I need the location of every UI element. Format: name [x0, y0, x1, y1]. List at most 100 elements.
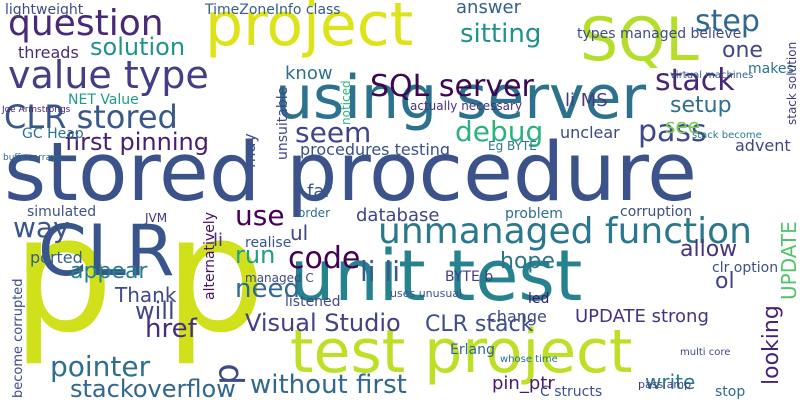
word: clr option: [712, 260, 778, 276]
word: CLR stack: [425, 312, 534, 337]
word: ul: [290, 221, 308, 245]
word: C structs: [540, 384, 602, 400]
word: become corrupted: [11, 278, 26, 398]
word: alternatively: [202, 212, 218, 300]
word: use: [235, 199, 285, 232]
word: step: [695, 4, 760, 39]
word: first pinning: [65, 128, 209, 156]
word: li li: [360, 255, 400, 288]
word: change: [488, 307, 547, 326]
word: Visual Studio: [245, 309, 401, 337]
word: CLR stored: [4, 98, 178, 136]
word: CLR: [38, 210, 175, 292]
word: actually necessary: [410, 99, 522, 113]
word: pass amp: [638, 378, 691, 391]
word: listened: [285, 294, 341, 310]
word: corruption: [620, 204, 692, 220]
word: pointer: [50, 350, 151, 383]
word: way: [13, 211, 70, 244]
word: NET Value: [68, 92, 139, 108]
word: noticed: [339, 80, 353, 125]
word: project: [205, 0, 413, 60]
word: using server: [275, 63, 646, 133]
word: pin_ptr: [492, 373, 555, 394]
word: problem: [505, 206, 563, 222]
word: value type: [8, 53, 209, 97]
word: li MS: [565, 90, 608, 111]
word: Thank: [114, 283, 177, 307]
word: pass: [638, 114, 707, 149]
word: ol: [715, 269, 735, 294]
word: sitting: [460, 19, 541, 49]
word: allow: [680, 237, 737, 262]
word: need: [235, 274, 300, 304]
word: uses unusual: [390, 287, 462, 300]
word: lightweight: [5, 2, 84, 18]
word: stack: [655, 63, 735, 98]
word: SQL: [580, 5, 699, 75]
word: JVM: [144, 211, 167, 225]
word: debug: [455, 115, 543, 148]
word: one: [722, 38, 763, 63]
word: threads: [18, 43, 79, 62]
word: code: [288, 241, 360, 276]
word: question: [8, 3, 164, 44]
word: unsuitable: [275, 87, 291, 160]
word: know: [285, 63, 333, 84]
word: may: [240, 133, 259, 168]
word: stack become: [692, 130, 762, 141]
word: unit test: [290, 235, 582, 317]
word: write: [645, 370, 695, 394]
word: unclear: [560, 123, 620, 142]
word: seem: [295, 116, 371, 149]
word: answer: [456, 0, 522, 18]
word: setup: [670, 93, 732, 118]
word: led: [528, 291, 549, 307]
word: will: [135, 297, 175, 325]
word: looking: [759, 305, 784, 385]
word: far: [307, 181, 332, 202]
word: simulated: [27, 204, 96, 220]
word: stop: [715, 384, 745, 400]
word: Joe Armstrongs: [1, 105, 71, 115]
word: ported: [30, 248, 83, 267]
word: stack solution: [785, 42, 799, 125]
word: hope: [500, 249, 555, 274]
word: UPDATE: [777, 221, 800, 300]
word: whose time: [500, 354, 558, 365]
word: managed C: [245, 271, 314, 285]
word: multi core: [680, 347, 730, 358]
word: advent: [735, 136, 791, 155]
word: UPDATE strong: [575, 306, 709, 327]
word: Erlang: [450, 342, 495, 358]
word: appear: [70, 259, 148, 284]
word: realise: [245, 235, 291, 251]
word: solution: [90, 33, 185, 61]
word: run: [235, 241, 275, 269]
word: GC Heap: [22, 126, 84, 142]
word: stored procedure: [4, 126, 697, 220]
word: makes: [748, 61, 794, 77]
word: p: [207, 363, 247, 385]
word: p p: [12, 181, 266, 368]
word: test project: [290, 317, 633, 387]
word: without first: [250, 370, 407, 400]
word: stackoverflow: [70, 375, 236, 400]
word: order: [298, 206, 330, 220]
word: SQL server: [370, 69, 535, 104]
word: BYTE b: [445, 269, 493, 285]
word: unmanaged function: [378, 211, 752, 252]
word: href: [145, 314, 198, 344]
word: TimeZoneInfo class: [204, 2, 341, 18]
word: li: [213, 230, 223, 251]
word: buffer arrays: [3, 153, 61, 163]
word: types managed believe: [577, 26, 741, 42]
word: procedures testing: [300, 140, 450, 159]
word: database: [356, 205, 439, 226]
word: Eg BYTE: [488, 139, 537, 153]
word: see: [665, 114, 700, 138]
word: virtual machines: [670, 70, 753, 81]
